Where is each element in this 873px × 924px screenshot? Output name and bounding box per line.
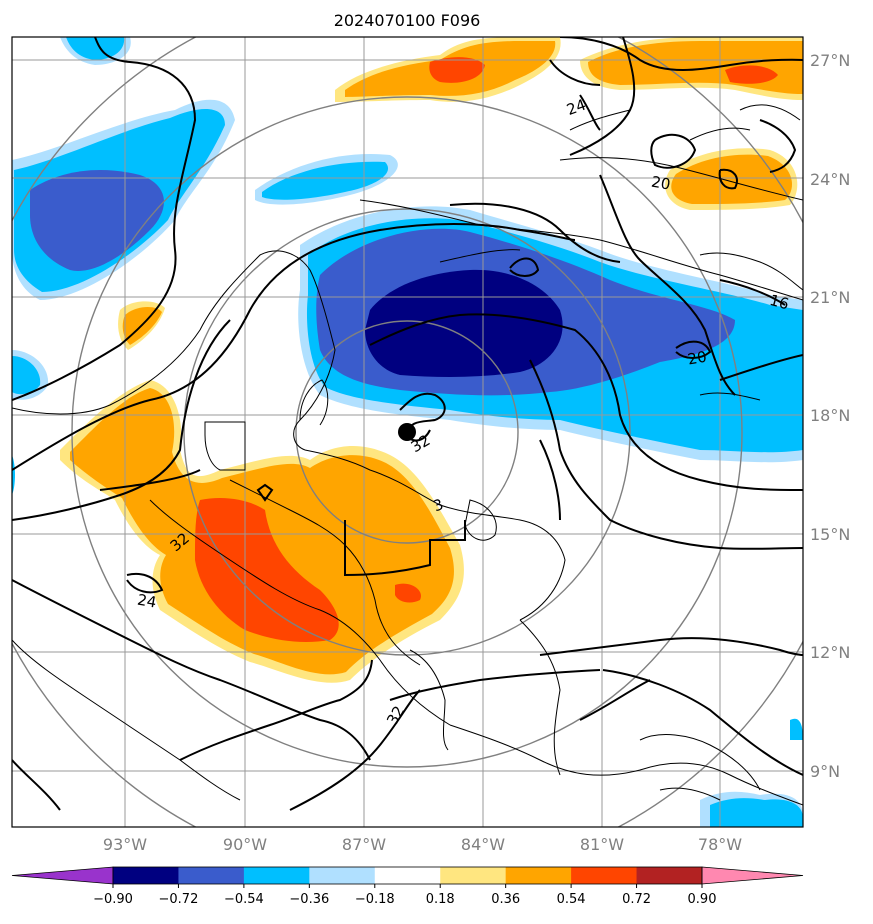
lat-tick-label: 12°N xyxy=(810,643,850,662)
lon-tick-label: 81°W xyxy=(580,835,624,854)
colorbar-cell xyxy=(178,867,245,884)
contour-label: 20 xyxy=(686,348,708,369)
colorbar-cell xyxy=(440,867,507,884)
colorbar-cell xyxy=(505,867,572,884)
lat-tick-label: 15°N xyxy=(810,525,850,544)
lat-tick-label: 9°N xyxy=(810,762,840,781)
colorbar-tick-label: 0.18 xyxy=(426,892,455,907)
graticule xyxy=(12,37,803,827)
colorbar-tick-label: 0.36 xyxy=(491,892,520,907)
colorbar-extend-high xyxy=(701,866,804,885)
map-frame xyxy=(11,36,804,828)
colorbar-tick-label: −0.54 xyxy=(224,892,264,907)
colorbar-cell xyxy=(374,867,441,884)
colorbar-extend-low xyxy=(11,866,114,885)
lat-tick-label: 18°N xyxy=(810,406,850,425)
lon-tick-label: 84°W xyxy=(461,835,505,854)
colorbar-frame xyxy=(112,866,703,885)
colorbar-tick-label: 0.54 xyxy=(557,892,586,907)
lat-tick-label: 24°N xyxy=(810,170,850,189)
colorbar-tick-label: −0.36 xyxy=(289,892,329,907)
storm-center-marker xyxy=(398,423,416,441)
contour-label: 16 xyxy=(768,291,791,313)
lat-tick-label: 21°N xyxy=(810,288,850,307)
colorbar: −0.90 −0.72 −0.54 −0.36 −0.18 0.18 0.36 0.54 0.7… xyxy=(11,866,804,907)
anomaly-fill-warm xyxy=(60,37,803,683)
lon-tick-label: 87°W xyxy=(342,835,386,854)
colorbar-cell xyxy=(636,867,703,884)
colorbar-cell xyxy=(571,867,638,884)
lon-tick-label: 78°W xyxy=(698,835,742,854)
latitude-axis: 27°N 24°N 21°N 18°N 15°N 12°N 9°N xyxy=(810,51,850,781)
colorbar-cell xyxy=(113,867,179,884)
lon-tick-label: 93°W xyxy=(103,835,147,854)
colorbar-cell xyxy=(309,867,376,884)
contour-label: 20 xyxy=(650,173,672,194)
lat-tick-label: 27°N xyxy=(810,51,850,70)
colorbar-tick-label: −0.90 xyxy=(93,892,133,907)
longitude-axis: 93°W 90°W 87°W 84°W 81°W 78°W xyxy=(103,835,742,854)
colorbar-cell xyxy=(243,867,310,884)
colorbar-tick-label: 0.72 xyxy=(622,892,651,907)
colorbar-tick-label: −0.72 xyxy=(159,892,199,907)
height-contours xyxy=(12,37,803,811)
colorbar-tick-label: −0.18 xyxy=(355,892,395,907)
range-rings xyxy=(12,37,803,827)
anomaly-fill-blue xyxy=(12,37,803,827)
lon-tick-label: 90°W xyxy=(223,835,267,854)
contour-label: 24 xyxy=(564,96,588,119)
contour-label: 24 xyxy=(136,591,158,612)
map-title: 2024070100 F096 xyxy=(334,11,481,30)
colorbar-tick-label: 0.90 xyxy=(688,892,717,907)
map-panel: 24 20 16 20 32 32 32 24 3 xyxy=(11,36,804,828)
